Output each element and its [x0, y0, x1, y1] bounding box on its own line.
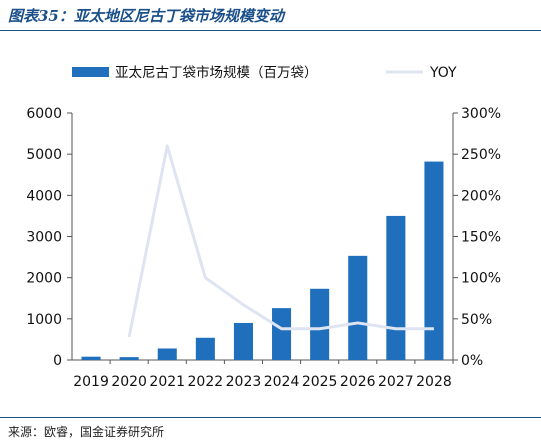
legend: 亚太尼古丁袋市场规模（百万袋） YOY: [72, 64, 457, 81]
bar: [348, 255, 368, 360]
bar: [119, 357, 139, 360]
bar: [386, 215, 406, 360]
yoy-line: [127, 144, 434, 338]
figure-title: 图表35：亚太地区尼古丁袋市场规模变动: [8, 7, 284, 25]
bar: [81, 356, 101, 360]
bar: [272, 308, 292, 360]
left-tick-label: 6000: [26, 106, 62, 122]
right-tick-label: 250%: [461, 147, 501, 163]
right-tick-label: 100%: [461, 271, 501, 287]
tick-labels: 0 1000 2000 3000 4000 5000 6000 0% 50% 100% 150% 20…: [26, 106, 501, 390]
left-tick-label: 5000: [26, 147, 62, 163]
right-tick-label: 300%: [461, 106, 501, 122]
x-tick-label: 2019: [73, 374, 109, 390]
x-tick-label: 2028: [416, 374, 452, 390]
x-tick-label: 2020: [111, 374, 147, 390]
legend-bar-swatch: [72, 67, 109, 77]
x-tick-label: 2026: [340, 374, 376, 390]
source-note: 来源：欧睿，国金证券研究所: [8, 425, 165, 439]
x-tick-label: 2023: [226, 374, 262, 390]
right-tick-label: 200%: [461, 188, 501, 204]
x-tick-label: 2025: [302, 374, 338, 390]
left-tick-label: 4000: [26, 188, 62, 204]
bar: [424, 161, 444, 360]
left-tick-label: 1000: [26, 312, 62, 328]
footer-divider: [0, 417, 541, 418]
x-tick-label: 2027: [378, 374, 414, 390]
bar: [310, 288, 330, 360]
bar-series: [81, 161, 444, 360]
left-tick-label: 3000: [26, 230, 62, 246]
right-tick-label: 0%: [461, 353, 483, 369]
right-tick-label: 50%: [461, 312, 492, 328]
yoy-series: [127, 144, 434, 338]
bar: [233, 322, 253, 360]
left-tick-label: 2000: [26, 271, 62, 287]
left-tick-label: 0: [53, 353, 62, 369]
legend-line-label: YOY: [429, 65, 457, 81]
bar: [195, 337, 215, 360]
legend-bar-label: 亚太尼古丁袋市场规模（百万袋）: [115, 64, 318, 81]
x-tick-label: 2024: [264, 374, 300, 390]
x-tick-label: 2022: [188, 374, 224, 390]
bar: [157, 348, 177, 360]
title-divider: [0, 30, 541, 31]
x-tick-label: 2021: [149, 374, 185, 390]
right-tick-label: 150%: [461, 230, 501, 246]
